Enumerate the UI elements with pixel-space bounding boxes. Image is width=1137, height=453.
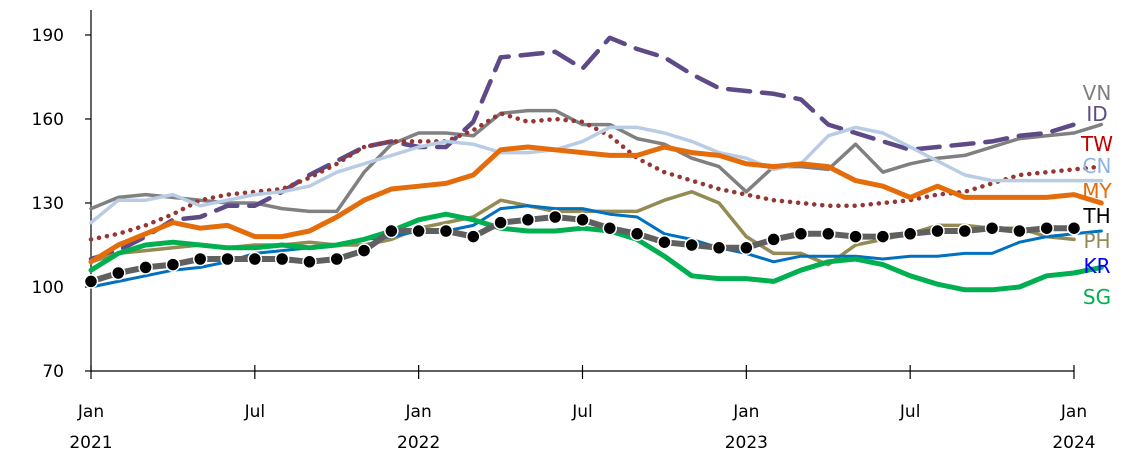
series-label-kr: KR — [1083, 254, 1110, 278]
x-tick-label-year: 2021 — [69, 433, 112, 453]
series-label-cn: CN — [1083, 154, 1112, 178]
series-point-th — [984, 220, 1000, 236]
series-point-th — [83, 274, 99, 289]
series-point-th — [356, 243, 372, 258]
series-point-th — [575, 212, 590, 228]
series-point-th — [220, 251, 235, 267]
series-point-th — [493, 215, 508, 230]
x-tick-label-month: Jan — [405, 402, 432, 422]
series-label-my: MY — [1082, 179, 1112, 203]
series-point-th — [957, 223, 973, 239]
series-label-vn: VN — [1083, 81, 1112, 105]
series-point-th — [192, 251, 208, 267]
x-tick-label-month: Jan — [732, 402, 759, 422]
series-point-th — [111, 265, 126, 281]
series-line-kr — [89, 204, 1103, 289]
series-point-th — [657, 234, 672, 250]
series-label-th: TH — [1082, 204, 1110, 228]
series-label-ph: PH — [1083, 229, 1110, 253]
x-tick-label-year: 2024 — [1052, 433, 1095, 453]
y-tick-label: 190 — [32, 26, 64, 46]
series-line-tw — [88, 111, 1104, 242]
series-point-th — [793, 226, 809, 242]
series-label-sg: SG — [1083, 285, 1111, 309]
series-point-th — [902, 226, 918, 242]
series-point-th — [329, 251, 344, 267]
series-point-th — [438, 223, 454, 239]
series-point-th — [766, 232, 781, 247]
series-point-th — [1039, 220, 1054, 236]
series-point-th — [466, 229, 481, 244]
x-tick-label-month: Jan — [1060, 402, 1087, 422]
series-point-th — [1012, 223, 1027, 239]
series-point-th — [848, 229, 863, 244]
series-point-th — [302, 254, 317, 270]
series-lines — [83, 35, 1104, 293]
x-tick-label-month: Jul — [899, 402, 921, 422]
x-tick-label-year: 2022 — [397, 433, 440, 453]
series-point-th — [138, 260, 153, 275]
series-line-id — [88, 35, 1077, 262]
series-point-th — [1066, 220, 1082, 236]
series-line-sg — [88, 211, 1104, 293]
series-point-th — [274, 251, 290, 267]
axes: 70 100 130 160 190 Jan 2021 Jul Jan 2022 Jul Jan 202… — [32, 10, 1096, 453]
y-tick-label: 70 — [42, 362, 64, 382]
series-point-th — [739, 240, 754, 256]
series-point-th — [930, 223, 945, 239]
y-tick-label: 130 — [32, 194, 64, 214]
series-point-th — [821, 226, 836, 242]
series-point-th — [165, 257, 181, 272]
series-label-id: ID — [1086, 102, 1107, 126]
series-line-my — [88, 144, 1104, 265]
y-tick-label: 100 — [32, 278, 64, 298]
series-point-th — [684, 237, 699, 253]
series-point-th — [384, 223, 399, 239]
series-point-th — [520, 212, 536, 228]
series-point-th — [875, 229, 891, 244]
x-tick-label-month: Jul — [244, 402, 266, 422]
series-point-th — [411, 223, 426, 239]
x-tick-label-year: 2023 — [725, 433, 768, 453]
series-point-th — [711, 240, 727, 256]
x-tick-label-month: Jan — [77, 402, 104, 422]
y-tick-label: 160 — [32, 110, 64, 130]
series-label-tw: TW — [1080, 132, 1113, 156]
x-tick-label-month: Jul — [571, 402, 593, 422]
series-point-th — [629, 226, 645, 242]
series-point-th — [547, 209, 563, 225]
series-line-cn — [89, 125, 1104, 225]
series-point-th — [247, 251, 263, 267]
series-point-th — [602, 220, 618, 236]
